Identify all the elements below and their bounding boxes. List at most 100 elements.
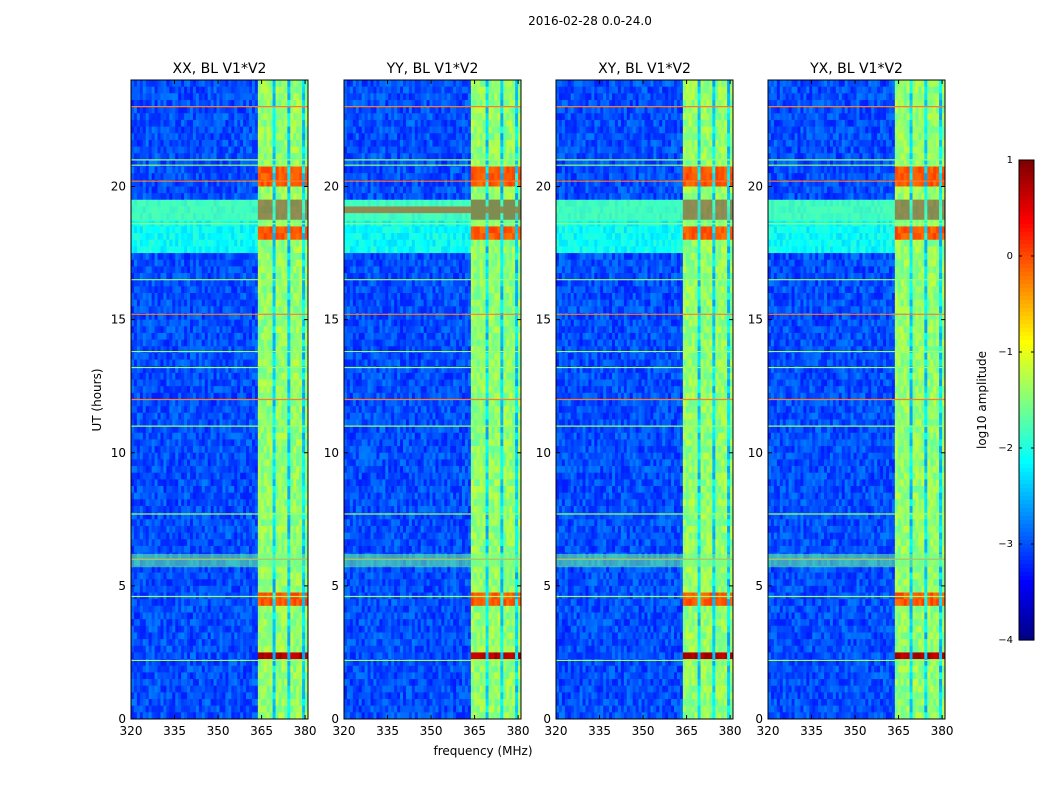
x-tick-label: 350: [207, 724, 230, 738]
colorbar-swatch: [1019, 524, 1034, 529]
colorbar-swatch: [1019, 304, 1034, 309]
colorbar-swatch: [1019, 432, 1034, 437]
colorbar-swatch: [1019, 332, 1034, 337]
colorbar-swatch: [1019, 452, 1034, 457]
panel-title: XY, BL V1*V2: [598, 61, 691, 77]
colorbar-swatch: [1019, 204, 1034, 209]
y-tick-label: 0: [331, 712, 339, 726]
colorbar-swatch: [1019, 564, 1034, 569]
colorbar-swatch: [1019, 504, 1034, 509]
colorbar-swatch: [1019, 480, 1034, 485]
colorbar-swatch: [1019, 448, 1034, 453]
x-tick-label: 320: [120, 724, 143, 738]
colorbar-swatch: [1019, 252, 1034, 257]
colorbar-swatch: [1019, 360, 1034, 365]
colorbar-swatch: [1019, 560, 1034, 565]
figure-title: 2016-02-28 0.0-24.0: [0, 14, 1050, 28]
colorbar-swatch: [1019, 212, 1034, 217]
panel-title: YX, BL V1*V2: [809, 61, 903, 77]
y-tick-label: 5: [331, 579, 339, 593]
colorbar-swatch: [1019, 220, 1034, 225]
colorbar-swatch: [1019, 344, 1034, 349]
colorbar-swatch: [1019, 292, 1034, 297]
x-tick-label: 350: [420, 724, 443, 738]
colorbar-swatch: [1019, 472, 1034, 477]
colorbar-tick-label: −4: [998, 635, 1013, 646]
colorbar-swatch: [1019, 612, 1034, 617]
colorbar-frame: [1018, 159, 1035, 641]
y-tick-label: 15: [324, 313, 339, 327]
colorbar-swatch: [1019, 528, 1034, 533]
x-tick-label: 380: [931, 724, 954, 738]
colorbar-swatch: [1019, 512, 1034, 517]
colorbar-swatch: [1019, 444, 1034, 449]
panel-yx: YX, BL V1*V2 320 335 350 365 380 0 5 10 15 20: [748, 61, 954, 738]
colorbar-tick-label: 0: [1007, 251, 1013, 262]
colorbar-swatch: [1019, 488, 1034, 493]
colorbar-tick-label: −3: [998, 539, 1013, 550]
colorbar-swatch: [1019, 468, 1034, 473]
x-tick-label: 365: [463, 724, 486, 738]
spectrogram-image: [131, 80, 308, 719]
colorbar-swatch: [1019, 492, 1034, 497]
colorbar-swatch: [1019, 600, 1034, 605]
y-tick-label: 0: [118, 712, 126, 726]
colorbar-swatch: [1019, 496, 1034, 501]
colorbar-swatch: [1019, 372, 1034, 377]
colorbar-swatch: [1019, 260, 1034, 265]
colorbar-swatch: [1019, 316, 1034, 321]
colorbar-swatch: [1019, 544, 1034, 549]
y-tick-label: 20: [324, 180, 339, 194]
y-tick-label: 15: [748, 313, 763, 327]
colorbar-swatch: [1019, 616, 1034, 621]
colorbar-swatch: [1019, 384, 1034, 389]
colorbar-swatch: [1019, 540, 1034, 545]
colorbar-swatch: [1019, 320, 1034, 325]
colorbar-swatch: [1019, 464, 1034, 469]
rfi-band: [556, 553, 733, 568]
colorbar-swatch: [1019, 516, 1034, 521]
colorbar-swatch: [1019, 580, 1034, 585]
colorbar-swatch: [1019, 552, 1034, 557]
spectrogram-image: [344, 80, 521, 719]
colorbar-swatch: [1019, 232, 1034, 237]
rfi-band: [131, 553, 308, 568]
x-tick-label: 335: [800, 724, 823, 738]
colorbar-swatch: [1019, 288, 1034, 293]
colorbar-swatch: [1019, 236, 1034, 241]
colorbar-swatch: [1019, 368, 1034, 373]
y-tick-label: 20: [748, 180, 763, 194]
colorbar-swatch: [1019, 276, 1034, 281]
colorbar-swatch: [1019, 408, 1034, 413]
y-tick-label: 15: [536, 313, 551, 327]
colorbar-swatch: [1019, 608, 1034, 613]
x-tick-label: 350: [632, 724, 655, 738]
colorbar-swatch: [1019, 284, 1034, 289]
colorbar-swatch: [1019, 620, 1034, 625]
colorbar-swatch: [1019, 588, 1034, 593]
x-tick-label: 380: [507, 724, 530, 738]
colorbar-swatch: [1019, 456, 1034, 461]
colorbar-swatch: [1019, 632, 1034, 637]
colorbar-swatch: [1019, 308, 1034, 313]
spectrogram-image: [768, 80, 945, 719]
colorbar-swatch: [1019, 352, 1034, 357]
x-tick-label: 335: [163, 724, 186, 738]
panel-title: YY, BL V1*V2: [386, 61, 479, 77]
colorbar-swatch: [1019, 400, 1034, 405]
colorbar-swatch: [1019, 248, 1034, 253]
colorbar-swatch: [1019, 312, 1034, 317]
colorbar-swatch: [1019, 280, 1034, 285]
rfi-band: [556, 199, 733, 222]
colorbar-swatch: [1019, 208, 1034, 213]
colorbar-swatch: [1019, 192, 1034, 197]
colorbar-swatch: [1019, 576, 1034, 581]
colorbar-swatch: [1019, 272, 1034, 277]
colorbar-swatch: [1019, 424, 1034, 429]
colorbar-swatch: [1019, 184, 1034, 189]
colorbar-swatch: [1019, 604, 1034, 609]
colorbar-swatch: [1019, 388, 1034, 393]
colorbar-swatch: [1019, 356, 1034, 361]
colorbar-tick-label: −1: [998, 347, 1013, 358]
panel-xy: XY, BL V1*V2 320 335 350 365 380 0 5 10 15 20: [536, 61, 742, 738]
